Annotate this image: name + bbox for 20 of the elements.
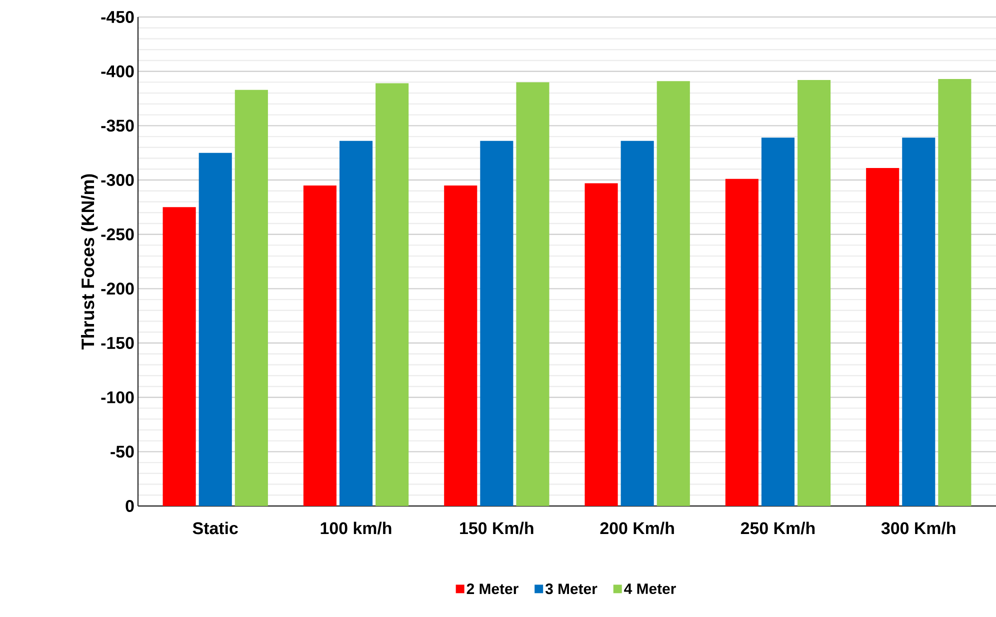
y-tick-label: -50 <box>110 446 134 458</box>
x-tick-label: 250 Km/h <box>740 522 815 534</box>
y-axis-title: Thrust Foces (KN/m) <box>81 174 98 350</box>
y-tick-label: -100 <box>101 391 134 404</box>
x-tick-label: 300 Km/h <box>881 522 956 534</box>
y-tick-label: -450 <box>101 11 134 24</box>
y-tick-label: -250 <box>101 228 134 240</box>
y-tick-label: -150 <box>101 337 134 350</box>
y-tick-label: -350 <box>101 120 134 132</box>
y-tick-label: -400 <box>101 65 134 78</box>
x-tick-label: 100 km/h <box>320 522 392 534</box>
legend-label: 4 Meter <box>624 584 676 594</box>
x-tick-label: 200 Km/h <box>600 522 674 534</box>
legend-label: 2 Meter <box>466 584 518 594</box>
x-tick-label: Static <box>192 522 238 534</box>
y-tick-label: 0 <box>126 500 134 512</box>
y-tick-label: -200 <box>101 282 134 295</box>
x-tick-label: 150 Km/h <box>460 522 534 534</box>
y-tick-label: -300 <box>101 174 134 186</box>
legend-label: 3 Meter <box>545 584 598 594</box>
